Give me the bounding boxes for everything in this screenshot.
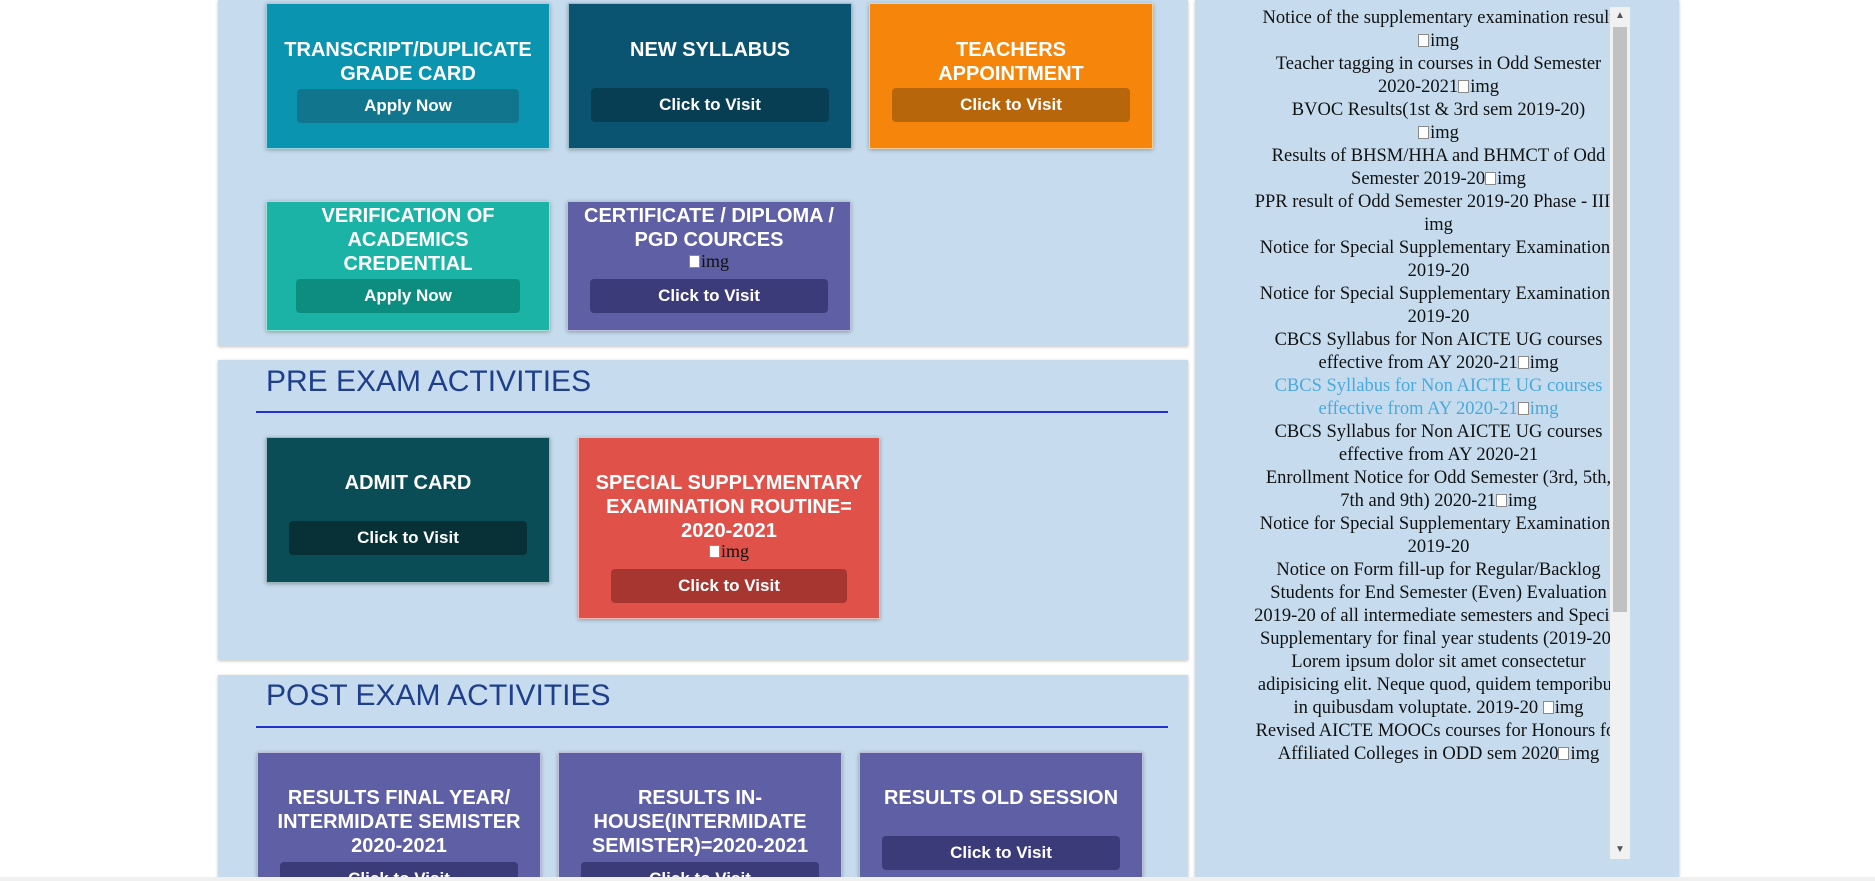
broken-image-icon: img — [1517, 399, 1558, 419]
click-to-visit-button[interactable]: Click to Visit — [590, 279, 828, 313]
notice-text: Notice for Special Supplementary Examina… — [1259, 284, 1618, 327]
notice-link[interactable]: Enrollment Notice for Odd Semester (3rd,… — [1251, 467, 1626, 513]
broken-image-icon: img — [568, 251, 850, 272]
notice-text: Notice for Special Supplementary Examina… — [1259, 238, 1618, 281]
notice-text: CBCS Syllabus for Non AICTE UG courses e… — [1274, 330, 1603, 373]
post-exam-panel: POST EXAM ACTIVITIES RESULTS FINAL YEAR/… — [218, 675, 1188, 881]
notice-text: Revised AICTE MOOCs courses for Honours … — [1255, 721, 1622, 764]
broken-image-icon: img — [1495, 491, 1537, 511]
broken-image-icon: img — [1418, 31, 1459, 51]
card-certificate-diploma[interactable]: CERTIFICATE / DIPLOMA / PGD COURCES img … — [567, 201, 851, 331]
notice-link[interactable]: Revised AICTE MOOCs courses for Honours … — [1251, 720, 1626, 766]
card-transcript[interactable]: TRANSCRIPT/DUPLICATE GRADE CARD Apply No… — [266, 3, 550, 149]
section-divider — [256, 411, 1168, 413]
scroll-down-icon[interactable]: ▼ — [1615, 844, 1625, 855]
card-verification[interactable]: VERIFICATION OF ACADEMICS CREDENTIAL App… — [266, 201, 550, 331]
notice-text: Results of BHSM/HHA and BHMCT of Odd Sem… — [1271, 146, 1606, 189]
notice-text: PPR result of Odd Semester 2019-20 Phase… — [1254, 192, 1611, 212]
broken-image-icon: img — [579, 541, 879, 562]
card-results-old-session[interactable]: RESULTS OLD SESSION Click to Visit — [859, 752, 1143, 881]
notice-text: BVOC Results(1st & 3rd sem 2019-20) — [1291, 100, 1586, 120]
click-to-visit-button[interactable]: Click to Visit — [882, 836, 1120, 870]
card-title: NEW SYLLABUS — [630, 39, 790, 61]
card-special-supplementary-routine[interactable]: SPECIAL SUPPLYMENTARY EXAMINATION ROUTIN… — [578, 437, 880, 619]
card-title: TEACHERS APPOINTMENT — [938, 39, 1084, 85]
click-to-visit-button[interactable]: Click to Visit — [289, 521, 527, 555]
card-teachers-appointment[interactable]: TEACHERS APPOINTMENT Click to Visit — [869, 3, 1153, 149]
card-title: RESULTS IN-HOUSE(INTERMIDATE SEMISTER)=2… — [591, 787, 809, 857]
notice-link[interactable]: CBCS Syllabus for Non AICTE UG courses e… — [1251, 375, 1626, 421]
notice-link[interactable]: Notice for Special Supplementary Examina… — [1251, 237, 1626, 283]
card-title: RESULTS FINAL YEAR/ INTERMIDATE SEMISTER… — [277, 787, 521, 857]
card-new-syllabus[interactable]: NEW SYLLABUS Click to Visit — [568, 3, 852, 149]
notice-text: Notice on Form fill-up for Regular/Backl… — [1254, 560, 1623, 649]
card-title: ADMIT CARD — [344, 472, 472, 494]
notice-text: Enrollment Notice for Odd Semester (3rd,… — [1265, 468, 1612, 511]
broken-image-icon: img — [1542, 698, 1584, 718]
broken-image-icon: img — [1485, 169, 1526, 189]
scroll-thumb[interactable] — [1613, 27, 1627, 612]
notice-list[interactable]: Notice of the supplementary examination … — [1251, 7, 1626, 859]
apply-now-button[interactable]: Apply Now — [297, 89, 519, 123]
broken-image-icon: img — [1517, 353, 1558, 373]
notice-text: Lorem ipsum dolor sit amet consectetur a… — [1257, 652, 1620, 718]
card-title: TRANSCRIPT/DUPLICATE GRADE CARD — [284, 39, 532, 85]
notice-text: CBCS Syllabus for Non AICTE UG courses e… — [1274, 422, 1603, 465]
notice-text: CBCS Syllabus for Non AICTE UG courses e… — [1274, 376, 1603, 419]
click-to-visit-button[interactable]: Click to Visit — [591, 88, 829, 122]
card-title: VERIFICATION OF ACADEMICS CREDENTIAL — [321, 205, 495, 275]
card-title: RESULTS OLD SESSION — [883, 787, 1119, 809]
notice-link[interactable]: PPR result of Odd Semester 2019-20 Phase… — [1251, 191, 1626, 237]
card-results-in-house[interactable]: RESULTS IN-HOUSE(INTERMIDATE SEMISTER)=2… — [558, 752, 842, 881]
notice-link[interactable]: Results of BHSM/HHA and BHMCT of Odd Sem… — [1251, 145, 1626, 191]
notice-link[interactable]: CBCS Syllabus for Non AICTE UG courses e… — [1251, 329, 1626, 375]
notice-board-panel: Notice of the supplementary examination … — [1195, 0, 1679, 881]
card-title: CERTIFICATE / DIPLOMA / PGD COURCES — [584, 205, 834, 251]
notice-link[interactable]: Notice for Special Supplementary Examina… — [1251, 283, 1626, 329]
section-heading: POST EXAM ACTIVITIES — [266, 679, 611, 712]
notice-text: Notice for Special Supplementary Examina… — [1259, 514, 1618, 557]
broken-image-icon: img — [1458, 77, 1499, 97]
notice-text: Notice of the supplementary examination … — [1262, 8, 1615, 28]
notice-scrollbar[interactable]: ▲ ▼ — [1610, 7, 1630, 859]
click-to-visit-button[interactable]: Click to Visit — [892, 88, 1130, 122]
page-bottom-edge — [0, 877, 1875, 881]
notice-link[interactable]: Notice on Form fill-up for Regular/Backl… — [1251, 559, 1626, 651]
card-admit-card[interactable]: ADMIT CARD Click to Visit — [266, 437, 550, 583]
scroll-up-icon[interactable]: ▲ — [1615, 10, 1625, 21]
notice-link[interactable]: Notice of the supplementary examination … — [1251, 7, 1626, 53]
broken-image-icon: img — [1558, 744, 1599, 764]
click-to-visit-button[interactable]: Click to Visit — [611, 569, 847, 603]
card-title: SPECIAL SUPPLYMENTARY EXAMINATION ROUTIN… — [595, 472, 863, 542]
section-divider — [256, 726, 1168, 728]
notice-text: Teacher tagging in courses in Odd Semest… — [1275, 54, 1602, 97]
notice-link[interactable]: BVOC Results(1st & 3rd sem 2019-20) img — [1251, 99, 1626, 145]
notice-link[interactable]: Lorem ipsum dolor sit amet consectetur a… — [1251, 651, 1626, 720]
apply-now-button[interactable]: Apply Now — [296, 279, 520, 313]
card-results-final-year[interactable]: RESULTS FINAL YEAR/ INTERMIDATE SEMISTER… — [257, 752, 541, 881]
top-cards-panel: TRANSCRIPT/DUPLICATE GRADE CARD Apply No… — [218, 0, 1188, 346]
notice-link[interactable]: Teacher tagging in courses in Odd Semest… — [1251, 53, 1626, 99]
broken-image-icon: img — [1418, 123, 1459, 143]
pre-exam-panel: PRE EXAM ACTIVITIES ADMIT CARD Click to … — [218, 360, 1188, 660]
notice-link[interactable]: Notice for Special Supplementary Examina… — [1251, 513, 1626, 559]
notice-link[interactable]: CBCS Syllabus for Non AICTE UG courses e… — [1251, 421, 1626, 467]
section-heading: PRE EXAM ACTIVITIES — [266, 365, 592, 398]
